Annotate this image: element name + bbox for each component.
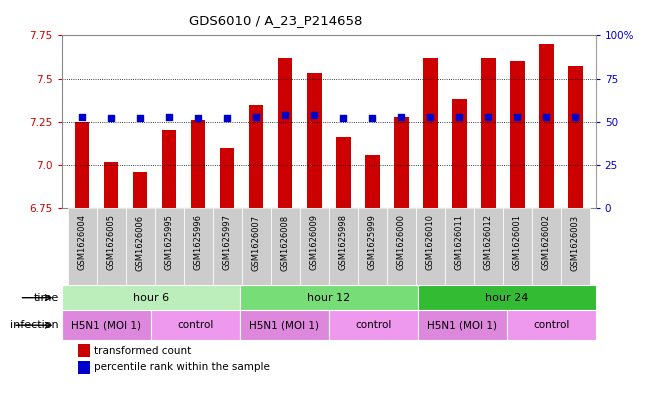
Bar <box>539 44 553 208</box>
Point <box>512 114 523 120</box>
Bar <box>62 285 240 310</box>
Bar <box>568 66 583 208</box>
Bar <box>329 208 358 285</box>
Bar <box>104 162 118 208</box>
Point <box>164 114 174 120</box>
Bar <box>452 99 467 208</box>
Bar <box>62 310 151 340</box>
Bar <box>133 172 147 208</box>
Bar <box>358 208 387 285</box>
Bar <box>506 310 596 340</box>
Bar <box>503 208 532 285</box>
Bar <box>387 208 416 285</box>
Bar <box>68 208 96 285</box>
Text: GSM1625995: GSM1625995 <box>165 215 174 270</box>
Bar <box>510 61 525 208</box>
Text: control: control <box>533 320 570 330</box>
Text: GSM1626008: GSM1626008 <box>281 215 290 270</box>
Bar <box>151 310 240 340</box>
Point <box>222 115 232 121</box>
Bar <box>416 208 445 285</box>
Point <box>193 115 203 121</box>
Point <box>280 112 290 118</box>
Bar <box>423 58 437 208</box>
Bar <box>418 285 596 310</box>
Bar <box>394 117 409 208</box>
Text: percentile rank within the sample: percentile rank within the sample <box>94 362 270 372</box>
Bar <box>307 73 322 208</box>
Point <box>367 115 378 121</box>
Text: hour 24: hour 24 <box>485 293 529 303</box>
Text: GSM1625996: GSM1625996 <box>194 215 202 270</box>
Point <box>454 114 465 120</box>
Bar <box>213 208 242 285</box>
Bar <box>365 155 380 208</box>
Text: GSM1626010: GSM1626010 <box>426 215 435 270</box>
Point <box>541 114 551 120</box>
Point <box>135 115 145 121</box>
Text: GSM1626006: GSM1626006 <box>135 215 145 270</box>
Text: GSM1626001: GSM1626001 <box>513 215 522 270</box>
Point <box>425 114 436 120</box>
Bar <box>191 120 206 208</box>
Bar <box>474 208 503 285</box>
Point <box>251 114 262 120</box>
Text: H5N1 (MOI 1): H5N1 (MOI 1) <box>249 320 319 330</box>
Bar <box>242 208 271 285</box>
Point <box>77 114 87 120</box>
Point <box>396 114 406 120</box>
Bar <box>418 310 506 340</box>
Text: GSM1626002: GSM1626002 <box>542 215 551 270</box>
Text: control: control <box>355 320 391 330</box>
Text: GDS6010 / A_23_P214658: GDS6010 / A_23_P214658 <box>189 14 362 27</box>
Text: hour 6: hour 6 <box>133 293 169 303</box>
Bar <box>220 148 234 208</box>
Bar <box>271 208 299 285</box>
Bar <box>96 208 126 285</box>
Bar <box>249 105 264 208</box>
Bar <box>329 310 418 340</box>
Text: GSM1626000: GSM1626000 <box>397 215 406 270</box>
Point <box>483 114 493 120</box>
Bar <box>75 122 89 208</box>
Text: time: time <box>33 293 59 303</box>
Text: infection: infection <box>10 320 59 330</box>
Bar <box>78 344 90 357</box>
Bar <box>445 208 474 285</box>
Bar <box>561 208 590 285</box>
Text: H5N1 (MOI 1): H5N1 (MOI 1) <box>427 320 497 330</box>
Text: GSM1625998: GSM1625998 <box>339 215 348 270</box>
Text: GSM1626007: GSM1626007 <box>252 215 260 270</box>
Point <box>570 114 581 120</box>
Bar <box>532 208 561 285</box>
Bar <box>336 138 350 208</box>
Text: GSM1625997: GSM1625997 <box>223 215 232 270</box>
Text: GSM1626005: GSM1626005 <box>107 215 116 270</box>
Point <box>106 115 117 121</box>
Bar <box>78 361 90 374</box>
Bar <box>299 208 329 285</box>
Text: GSM1626011: GSM1626011 <box>455 215 464 270</box>
Text: GSM1626009: GSM1626009 <box>310 215 319 270</box>
Bar <box>155 208 184 285</box>
Bar <box>481 58 495 208</box>
Bar <box>278 58 292 208</box>
Bar <box>184 208 213 285</box>
Bar <box>240 310 329 340</box>
Point <box>309 112 320 118</box>
Text: transformed count: transformed count <box>94 345 191 356</box>
Text: GSM1625999: GSM1625999 <box>368 215 377 270</box>
Text: hour 12: hour 12 <box>307 293 350 303</box>
Text: GSM1626012: GSM1626012 <box>484 215 493 270</box>
Bar <box>126 208 155 285</box>
Text: H5N1 (MOI 1): H5N1 (MOI 1) <box>72 320 141 330</box>
Text: GSM1626003: GSM1626003 <box>571 215 580 270</box>
Bar <box>162 130 176 208</box>
Text: GSM1626004: GSM1626004 <box>77 215 87 270</box>
Point <box>338 115 348 121</box>
Text: control: control <box>177 320 214 330</box>
Bar <box>240 285 418 310</box>
